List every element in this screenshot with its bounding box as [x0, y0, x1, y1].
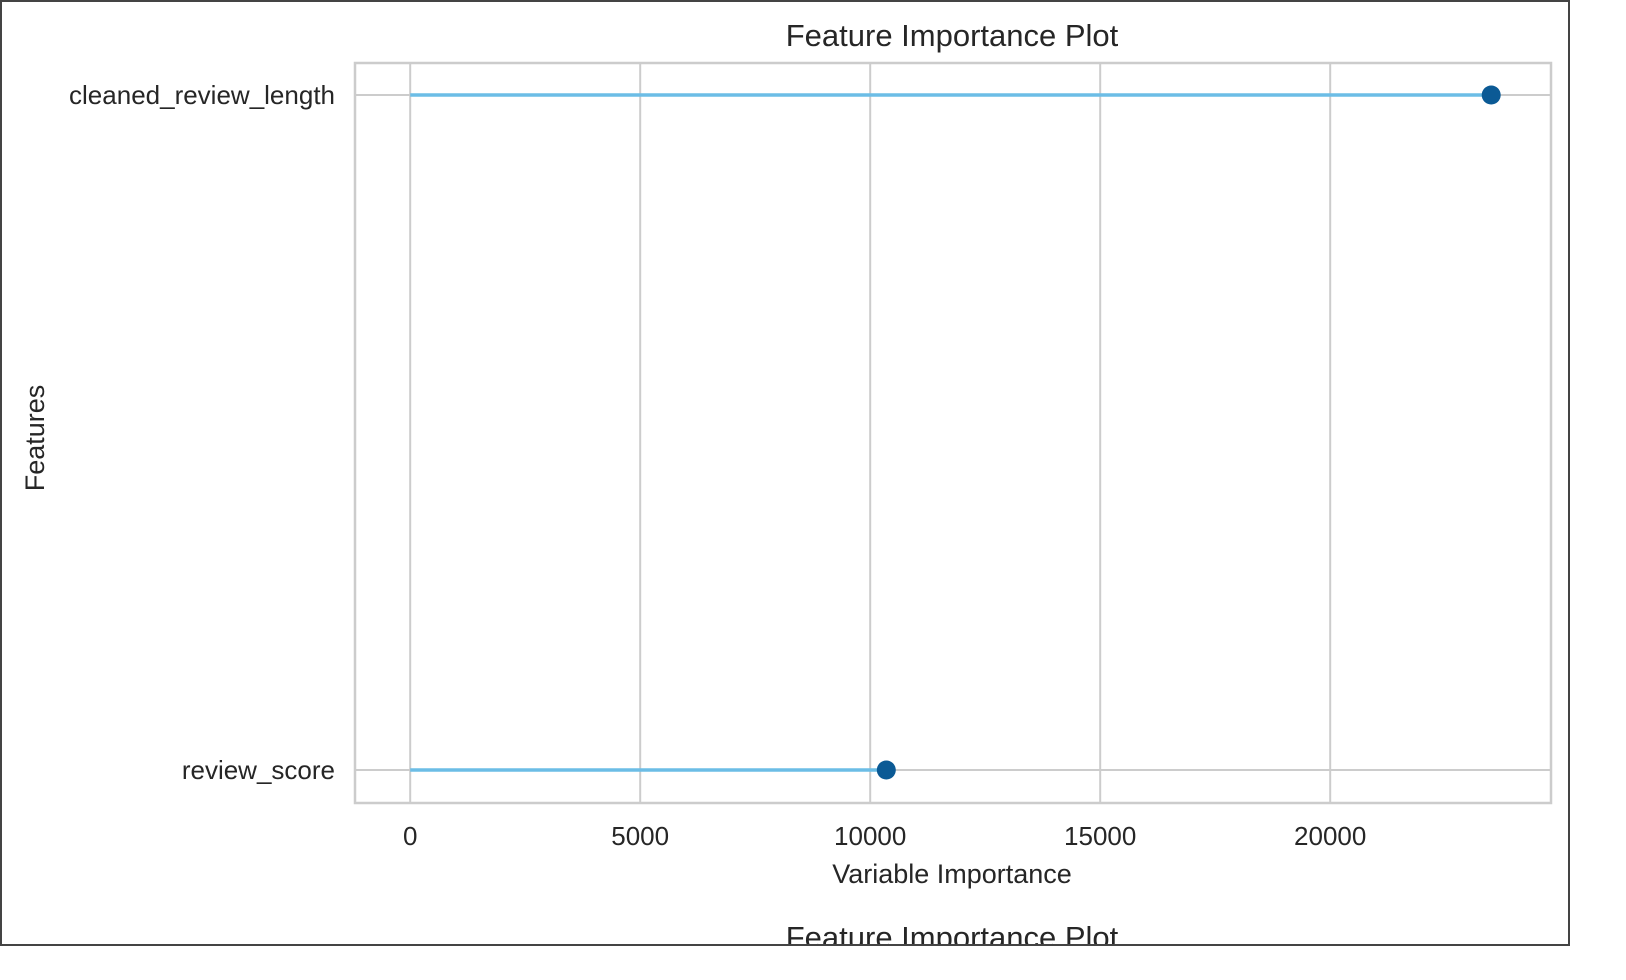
x-axis-label: Variable Importance [832, 859, 1072, 889]
x-tick-label: 20000 [1294, 821, 1366, 851]
feature-importance-chart: 0 5000 10000 15000 20000 cleaned_review_leng… [20, 18, 1553, 944]
x-tick-label: 0 [403, 821, 417, 851]
x-tick-label: 5000 [611, 821, 669, 851]
chart-title: Feature Importance Plot [786, 18, 1119, 53]
markers-layer [876, 85, 1501, 780]
category-label: cleaned_review_length [69, 80, 335, 110]
x-tick-labels: 0 5000 10000 15000 20000 [403, 821, 1366, 851]
stems-layer [410, 93, 1492, 772]
next-chart-title: Feature Importance Plot [786, 920, 1119, 944]
x-tick-label: 10000 [834, 821, 906, 851]
plot-frame: 0 5000 10000 15000 20000 cleaned_review_leng… [0, 0, 1570, 946]
plot-area [353, 61, 1553, 805]
y-category-labels: cleaned_review_length review_score [69, 80, 335, 785]
category-label: review_score [182, 755, 335, 785]
y-axis-label: Features [20, 385, 50, 492]
grid-layer [355, 63, 1551, 803]
marker-review-score [876, 760, 896, 780]
marker-cleaned-review-length [1481, 85, 1501, 105]
x-tick-label: 15000 [1064, 821, 1136, 851]
